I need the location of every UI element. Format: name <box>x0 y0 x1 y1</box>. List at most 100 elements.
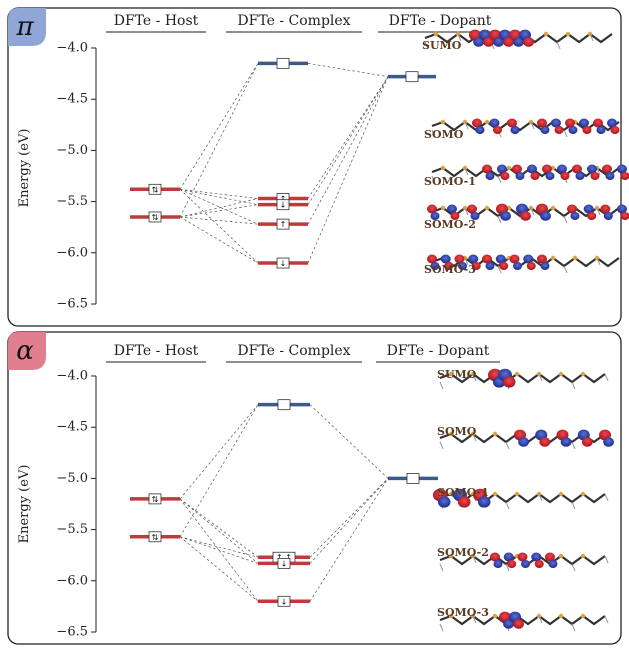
orbital-lobe-positive <box>511 126 520 134</box>
orbital-lobe-negative <box>531 172 540 180</box>
orbital-lobe-negative <box>611 126 620 134</box>
pi-orbital-label-sumo: SUMO <box>422 39 462 52</box>
hydrogen-bond <box>440 624 443 631</box>
connector-dopant <box>310 405 388 479</box>
orbital-lobe-negative <box>555 126 564 134</box>
alpha-orbital-label-somo: SOMO <box>437 425 477 438</box>
connector-host <box>180 63 258 189</box>
alpha-symbol-icon: α <box>16 336 34 366</box>
alpha-y-axis: −4.0−4.5−5.0−5.5−6.0−6.5 <box>56 369 96 640</box>
occupancy-arrow-icon: ⇅ <box>152 185 159 194</box>
orbital-lobe-positive <box>516 172 525 180</box>
sulfur-atom <box>493 432 497 436</box>
pi-connectors <box>180 63 388 263</box>
hydrogen-bond <box>605 556 608 563</box>
sulfur-atom <box>544 32 548 36</box>
orbital-lobe-positive <box>494 560 503 568</box>
orbital-lobe-positive <box>569 126 578 134</box>
panel-alpha: α −4.0−4.5−5.0−5.5−6.0−6.5 Energy (eV) D… <box>8 332 621 644</box>
sulfur-atom <box>441 166 445 170</box>
hydrogen-bond <box>498 176 501 183</box>
alpha-header-dopant: DFTe - Dopant <box>387 343 490 359</box>
y-tick-label: −5.5 <box>56 194 88 209</box>
y-tick-label: −6.0 <box>56 573 88 588</box>
pi-y-axis-label: Energy (eV) <box>17 129 32 208</box>
hydrogen-bond <box>506 442 509 449</box>
hydrogen-bond <box>440 382 443 389</box>
hydrogen-bond <box>564 130 567 137</box>
pi-orbital-label-somo-1: SOMO-1 <box>424 175 476 188</box>
pi-header-dopant: DFTe - Dopant <box>389 13 492 29</box>
connector-host <box>180 537 258 557</box>
orbital-lobe-positive <box>561 437 572 447</box>
y-tick-label: −4.5 <box>56 92 88 107</box>
occupancy-arrow-icon: ↑ <box>280 220 287 229</box>
connector-host <box>180 537 258 564</box>
y-tick-label: −6.5 <box>56 625 88 640</box>
occupancy-arrow-icon: ⇅ <box>152 495 159 504</box>
orbital-lobe-positive <box>521 560 530 568</box>
orbital-lobe-positive <box>541 262 550 270</box>
occupancy-arrow-icon: ↓ <box>280 259 287 268</box>
orbital-lobe-negative <box>513 619 524 629</box>
alpha-orbital-label-somo-2: SOMO-2 <box>437 546 489 559</box>
connector-dopant <box>308 77 388 199</box>
y-tick-label: −5.0 <box>56 143 88 158</box>
pi-orbital-label-somo: SOMO <box>424 128 464 141</box>
orbital-lobe-positive <box>540 211 551 221</box>
orbital-lobe-negative <box>503 376 516 387</box>
orbital-lobe-negative <box>587 212 596 220</box>
hydrogen-bond <box>572 624 575 631</box>
sulfur-atom <box>493 614 497 618</box>
orbital-lobe-positive <box>476 126 485 134</box>
connector-host <box>180 199 258 217</box>
occupancy-arrow-icon: ⇅ <box>152 533 159 542</box>
orbital-lobe-positive <box>603 437 614 447</box>
occupancy-box <box>406 72 418 82</box>
orbital-lobe-negative <box>499 262 508 270</box>
sulfur-atom <box>515 372 519 376</box>
orbital-lobe-positive <box>518 437 529 447</box>
y-tick-label: −4.5 <box>56 420 88 435</box>
connector-host <box>180 405 258 499</box>
connector-host <box>180 189 258 263</box>
orbital-lobe-negative <box>591 172 600 180</box>
hydrogen-bond <box>605 616 608 623</box>
hydrogen-bond <box>572 382 575 389</box>
y-tick-label: −5.0 <box>56 471 88 486</box>
hydrogen-bond <box>557 42 560 49</box>
hydrogen-bond <box>440 564 443 571</box>
orbital-lobe-positive <box>606 172 615 180</box>
orbital-lobe-positive <box>486 262 495 270</box>
sulfur-atom <box>551 256 555 260</box>
connector-host <box>180 217 258 224</box>
connector-host <box>180 405 258 537</box>
connector-host <box>180 63 258 217</box>
alpha-orbital-label-somo-1: SOMO-1 <box>437 486 489 499</box>
orbital-lobe-positive <box>597 126 606 134</box>
orbital-lobe-negative <box>527 262 536 270</box>
occupancy-arrow-icon: ↓ <box>280 201 287 210</box>
sulfur-atom <box>559 554 563 558</box>
orbital-lobe-negative <box>539 437 550 447</box>
hydrogen-bond <box>572 442 575 449</box>
alpha-levels: ⇅⇅↑ ↑↓↓ <box>130 400 438 607</box>
orbital-lobe-positive <box>486 172 495 180</box>
sulfur-atom <box>573 256 577 260</box>
pi-y-axis: −4.0−4.5−5.0−5.5−6.0−6.5 <box>56 41 96 312</box>
connector-dopant <box>310 478 388 557</box>
pi-header-complex: DFTe - Complex <box>237 13 350 29</box>
occupancy-arrow-icon: ↓ <box>281 597 288 606</box>
orbital-lobe-positive <box>541 126 550 134</box>
occupancy-arrow-icon: ↓ <box>281 559 288 568</box>
pi-orbital-label-somo-3: SOMO-3 <box>424 263 476 276</box>
connector-dopant <box>308 77 388 205</box>
y-tick-label: −4.0 <box>56 41 88 56</box>
sulfur-atom <box>559 372 563 376</box>
orbital-lobe-negative <box>507 560 516 568</box>
sulfur-atom <box>485 206 489 210</box>
hydrogen-bond <box>572 502 575 509</box>
sulfur-atom <box>493 492 497 496</box>
sulfur-atom <box>581 554 585 558</box>
orbital-lobe-positive <box>549 560 558 568</box>
